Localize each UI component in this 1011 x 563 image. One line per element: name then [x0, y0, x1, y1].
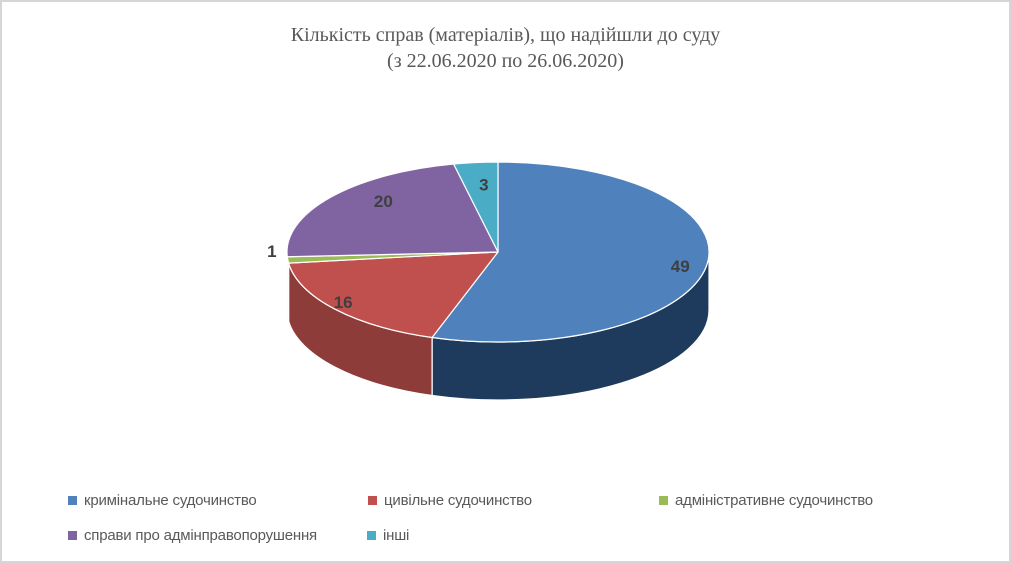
data-label-0: 49 — [671, 257, 690, 276]
legend-label-4: інші — [383, 526, 410, 544]
pie-slice-1 — [288, 251, 499, 339]
pie-slice-0 — [431, 161, 710, 343]
legend-label-0: кримінальне судочинство — [84, 491, 257, 509]
legend-label-1: цивільне судочинство — [384, 491, 532, 509]
data-label-3: 20 — [374, 192, 393, 211]
pie-slice-3 — [286, 163, 499, 258]
legend-swatch-4 — [367, 530, 376, 540]
chart-title-line1: Кількість справ (матеріалів), що надійшл… — [290, 24, 721, 46]
legend-item-2: адміністративне судочинство — [659, 491, 873, 509]
pie-slice-4 — [453, 161, 499, 253]
data-label-2: 1 — [267, 242, 276, 261]
legend-label-2: адміністративне судочинство — [675, 491, 873, 509]
legend-item-4: інші — [367, 526, 409, 544]
legend-item-1: цивільне судочинство — [368, 491, 532, 509]
legend: кримінальне судочинство цивільне судочинс… — [2, 491, 1009, 551]
legend-swatch-2 — [659, 495, 668, 505]
legend-swatch-0 — [68, 495, 77, 505]
legend-item-3: справи про адмінправопорушення — [68, 526, 317, 544]
legend-item-0: кримінальне судочинство — [68, 491, 257, 509]
legend-swatch-1 — [368, 495, 377, 505]
legend-swatch-3 — [68, 530, 77, 540]
chart-title-line2: (з 22.06.2020 по 26.06.2020) — [387, 50, 624, 72]
chart-title: Кількість справ (матеріалів), що надійшл… — [2, 22, 1009, 74]
data-label-1: 16 — [334, 293, 353, 312]
data-label-4: 3 — [479, 176, 488, 195]
legend-label-3: справи про адмінправопорушення — [84, 526, 317, 544]
